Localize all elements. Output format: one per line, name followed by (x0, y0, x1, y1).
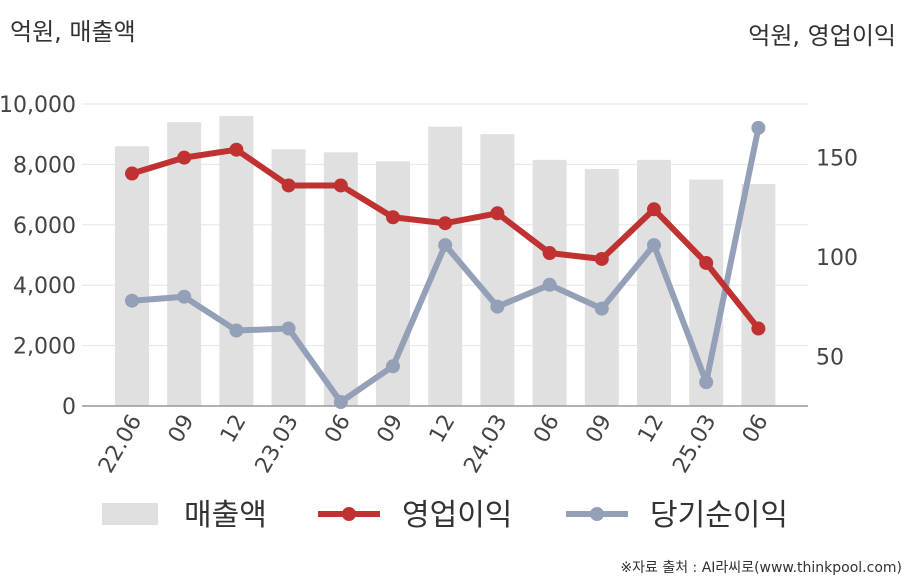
operating-profit-point (751, 321, 766, 336)
legend-net-income-marker (590, 507, 604, 521)
right-axis-unit: 억원, 영업이익 (748, 22, 896, 50)
left-tick-label: 4,000 (13, 274, 76, 299)
net-income-point (647, 238, 661, 253)
revenue-bar (480, 134, 515, 406)
line-series (125, 120, 766, 410)
left-tick-label: 2,000 (13, 335, 76, 360)
operating-profit-point (542, 246, 557, 261)
net-income-point (177, 289, 192, 304)
x-tick-label: 12 (425, 411, 461, 448)
operating-profit-point (594, 251, 609, 266)
operating-profit-point (333, 178, 348, 193)
revenue-bar (115, 146, 149, 406)
x-axis-ticks: 22.06 09 12 23.03 06 09 12 24.03 06 09 12 25.03 06 (94, 411, 774, 478)
legend-label: 영업이익 (402, 498, 512, 533)
net-income-point (438, 238, 453, 253)
x-tick-label: 06 (529, 411, 565, 448)
left-tick-label: 0 (62, 395, 76, 420)
net-income-point (490, 299, 505, 314)
net-income-point (333, 395, 348, 410)
net-income-point (125, 293, 139, 308)
net-income-point (281, 321, 296, 336)
source-note: ※자료 출처 : AI라씨로(www.thinkpool.com) (620, 560, 902, 576)
net-income-point (751, 120, 766, 135)
legend: 매출액 영업이익 당기순이익 (102, 498, 788, 533)
net-income-point (699, 375, 714, 390)
x-tick-label: 23.03 (251, 411, 304, 478)
left-axis-unit: 억원, 매출액 (10, 18, 136, 46)
right-axis-ticks: 50 100 150 (816, 147, 858, 371)
left-tick-label: 6,000 (13, 214, 76, 239)
left-axis-ticks: 0 2,000 4,000 6,000 8,000 10,000 (0, 93, 76, 420)
x-tick-label: 09 (164, 411, 200, 448)
operating-profit-point (281, 178, 296, 193)
x-tick-label: 12 (216, 411, 252, 448)
operating-profit-point (229, 142, 244, 157)
revenue-bar (167, 122, 202, 407)
operating-profit-point (490, 206, 505, 221)
net-income-point (386, 359, 400, 374)
x-tick-label: 22.06 (94, 411, 147, 478)
legend-label: 매출액 (184, 498, 267, 533)
legend-label: 당기순이익 (650, 498, 788, 533)
left-tick-label: 10,000 (0, 93, 76, 118)
revenue-bar (584, 168, 619, 406)
revenue-bar (741, 184, 776, 406)
net-income-point (229, 323, 244, 338)
revenue-bar (219, 116, 254, 406)
x-tick-label: 06 (320, 411, 356, 448)
x-tick-label: 09 (581, 411, 617, 448)
operating-profit-point (177, 150, 192, 165)
right-tick-label: 100 (816, 246, 858, 271)
operating-profit-point (647, 202, 661, 217)
operating-profit-point (699, 255, 714, 270)
x-tick-label: 24.03 (459, 411, 512, 478)
operating-profit-point (438, 216, 453, 231)
x-tick-label: 12 (634, 411, 670, 448)
operating-profit-point (125, 166, 139, 181)
operating-profit-point (386, 210, 400, 225)
revenue-bars (115, 116, 776, 407)
left-tick-label: 8,000 (13, 153, 76, 178)
x-tick-label: 06 (738, 411, 774, 448)
x-tick-label: 09 (373, 411, 409, 448)
net-income-point (542, 277, 557, 292)
right-tick-label: 150 (816, 147, 858, 172)
legend-revenue-swatch (102, 503, 158, 525)
right-tick-label: 50 (816, 345, 844, 370)
legend-operating-profit-marker (342, 507, 356, 521)
x-tick-label: 25.03 (668, 411, 721, 478)
net-income-point (594, 301, 609, 316)
